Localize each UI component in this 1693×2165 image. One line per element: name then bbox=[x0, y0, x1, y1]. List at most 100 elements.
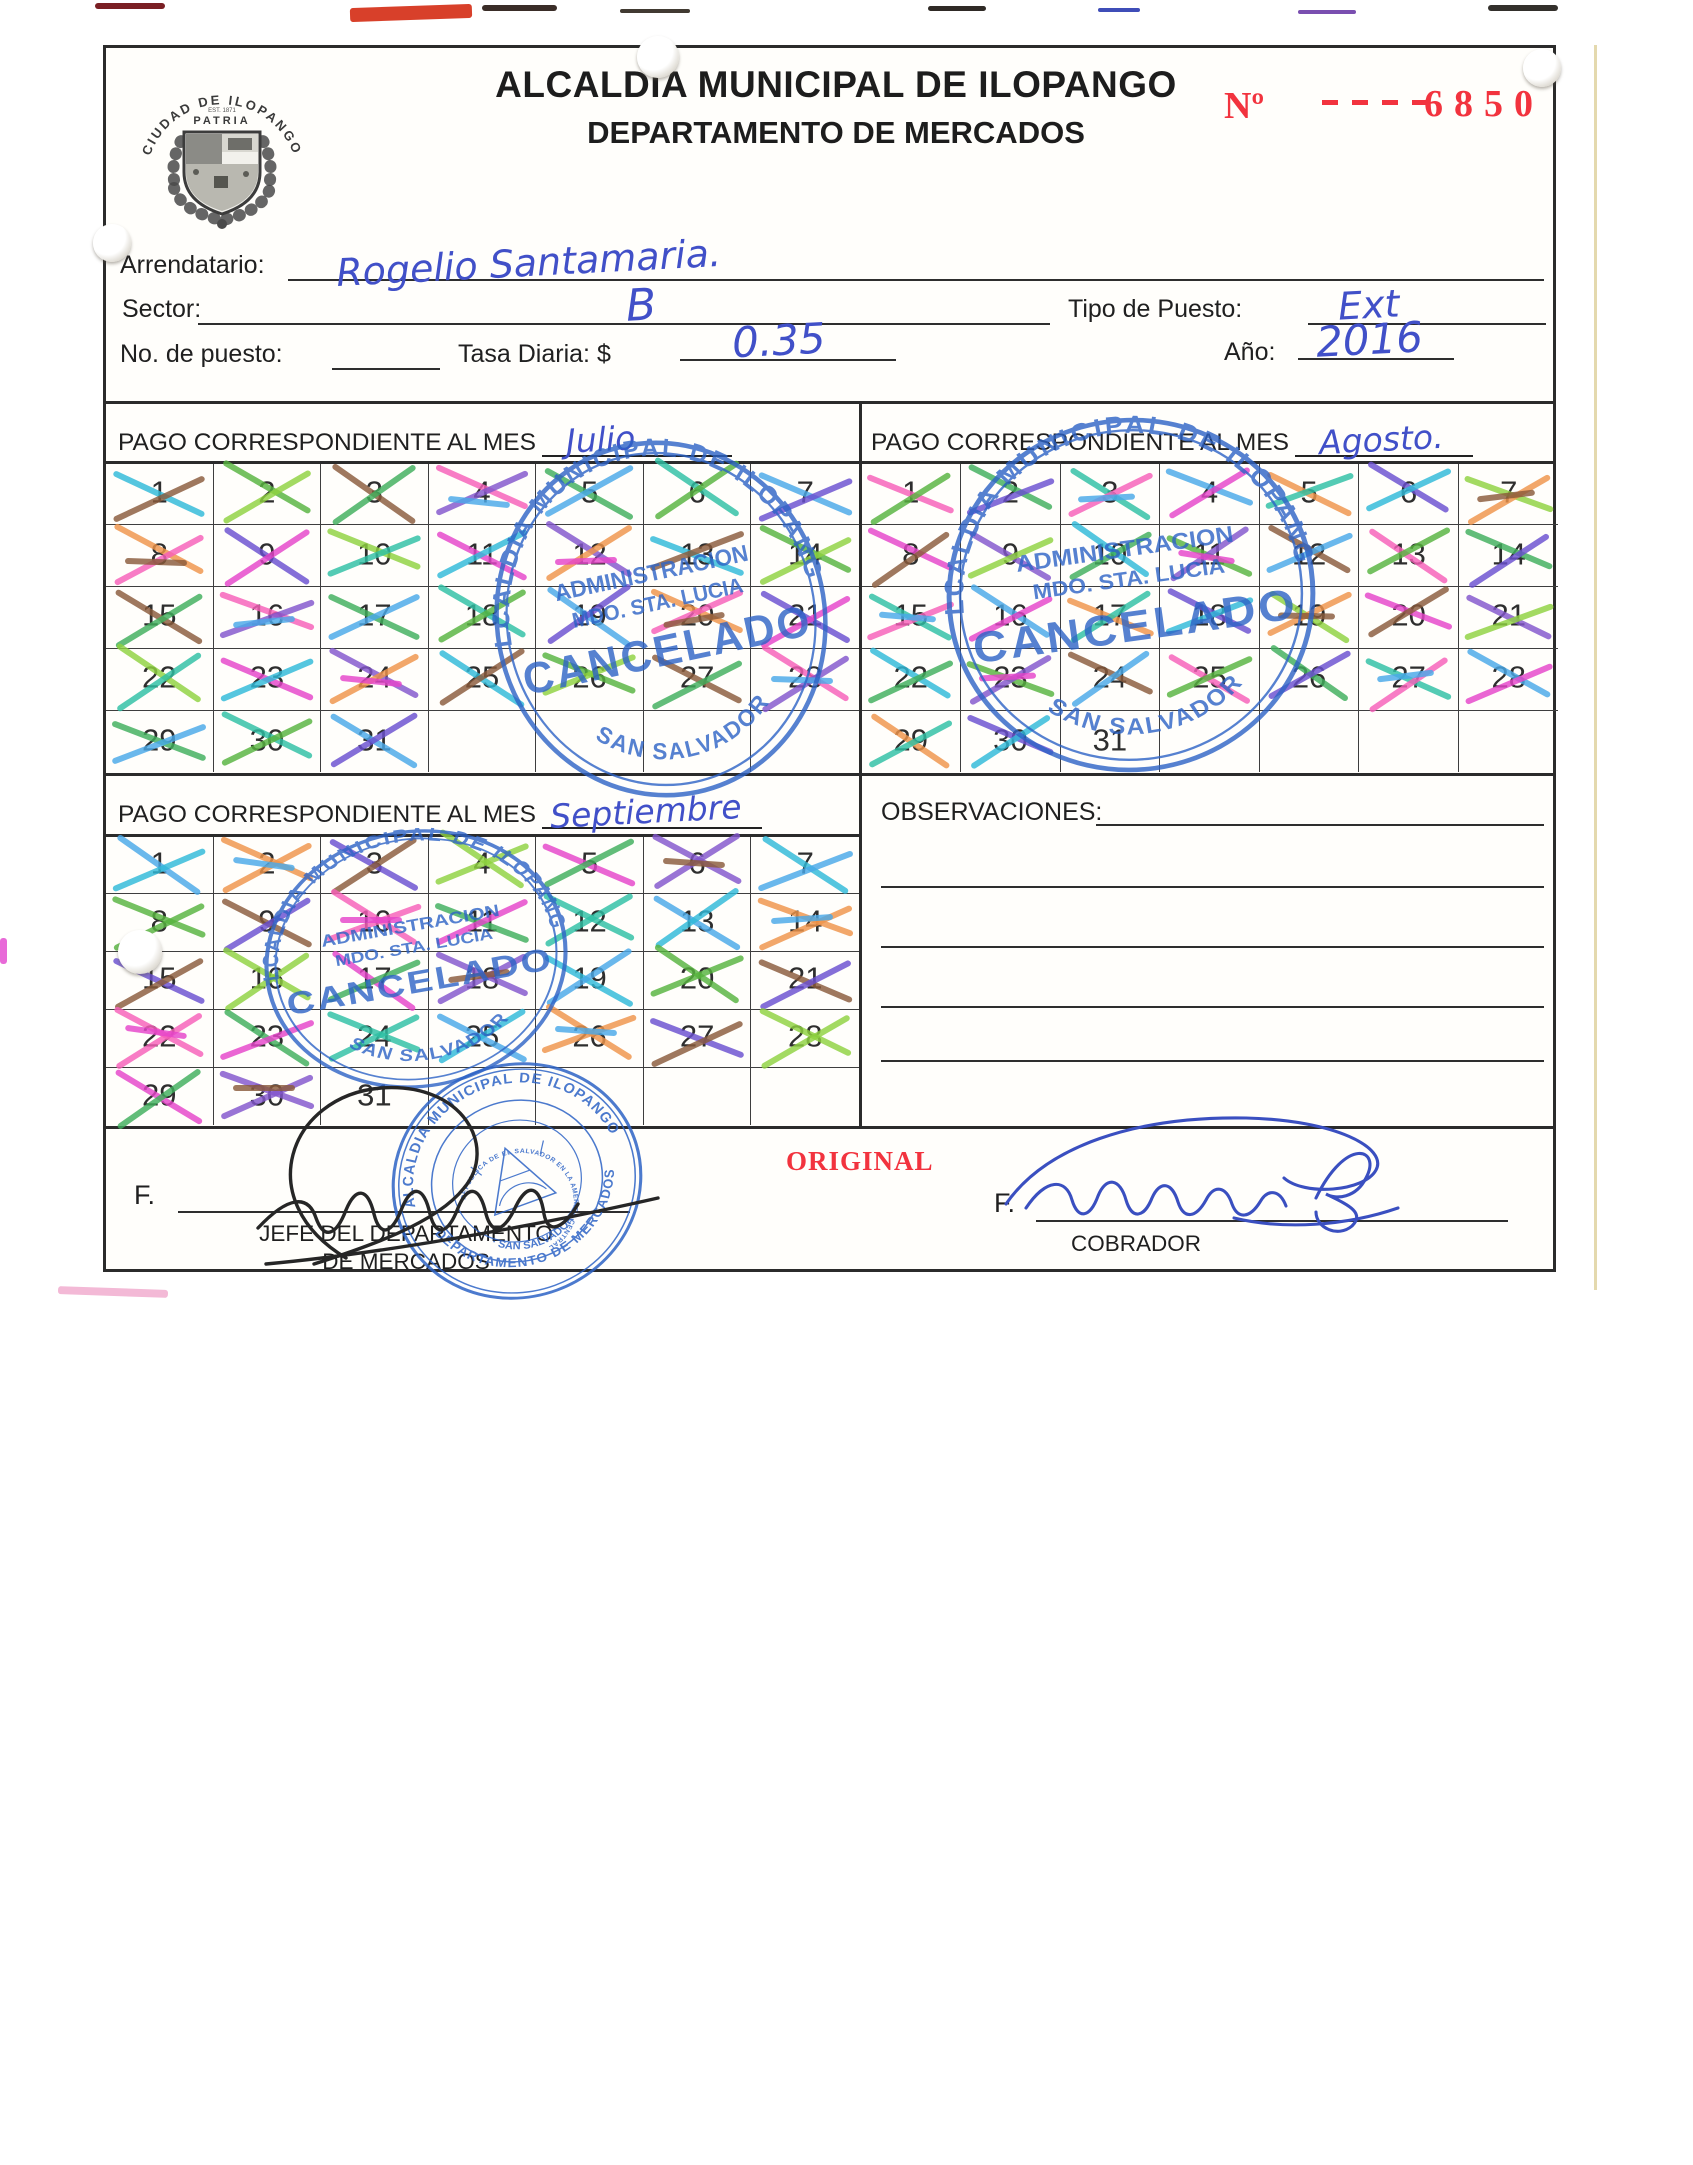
receipt-card: CIUDAD DE ILOPANGO EST. 1871 PATRIA ALCA… bbox=[103, 45, 1559, 1300]
day-cell bbox=[429, 1067, 537, 1126]
day-cell: 18 bbox=[428, 583, 537, 649]
day-cell: 3 bbox=[321, 462, 429, 526]
scan-artifact bbox=[0, 938, 7, 964]
scan-artifact bbox=[928, 6, 986, 11]
scan-artifact bbox=[349, 3, 473, 23]
arrendatario-label: Arrendatario: bbox=[120, 251, 265, 279]
day-cell: 20 bbox=[1359, 585, 1459, 649]
day-cell: 16 bbox=[213, 587, 322, 649]
receipt-number-dashes bbox=[1322, 100, 1440, 105]
day-cell: 26 bbox=[1259, 643, 1360, 711]
calendar-header-julio: PAGO CORRESPONDIENTE AL MES Julio bbox=[118, 407, 848, 461]
svg-text:EST. 1871: EST. 1871 bbox=[208, 108, 236, 114]
day-number: 31 bbox=[1092, 722, 1128, 758]
tipo-puesto-label: Tipo de Puesto: bbox=[1068, 295, 1243, 323]
day-cell: 1 bbox=[861, 463, 962, 526]
day-cell: 17 bbox=[321, 587, 429, 649]
pago-mes-label: PAGO CORRESPONDIENTE AL MES bbox=[871, 429, 1289, 456]
page-subtitle: DEPARTAMENTO DE MERCADOS bbox=[587, 115, 1085, 150]
day-cell: 10 bbox=[321, 887, 429, 953]
firma-right-role: COBRADOR bbox=[1070, 1231, 1201, 1256]
punch-hole bbox=[118, 930, 162, 974]
divider bbox=[106, 1126, 1553, 1129]
firma-left-label: F. bbox=[134, 1180, 156, 1210]
scan-artifact bbox=[1298, 10, 1356, 14]
firma-left-line bbox=[178, 1211, 630, 1213]
firma-right-label: F. bbox=[994, 1188, 1016, 1218]
day-cell: 15 bbox=[106, 952, 214, 1011]
day-cell bbox=[751, 711, 859, 773]
calendar-grid-agosto: 1234567891011121314151617181920212223242… bbox=[861, 460, 1559, 773]
day-cell: 12 bbox=[536, 519, 644, 588]
sector-line: B bbox=[198, 275, 1050, 332]
day-cell: 7 bbox=[751, 464, 859, 526]
day-cell: 19 bbox=[536, 947, 644, 1010]
anio-label: Año: bbox=[1224, 338, 1276, 366]
day-cell: 7 bbox=[751, 834, 859, 895]
day-cell: 6 bbox=[1359, 460, 1459, 526]
receipt-number-value: 6850 bbox=[1424, 83, 1544, 125]
document-header: ALCALDIA MUNICIPAL DE ILOPANGO DEPARTAME… bbox=[396, 64, 1276, 151]
day-cell bbox=[1160, 710, 1260, 773]
month-value-agosto: Agosto. bbox=[1318, 416, 1445, 463]
calendar-header-agosto: PAGO CORRESPONDIENTE AL MES Agosto. bbox=[871, 407, 1553, 462]
day-cell: 22 bbox=[106, 1005, 214, 1070]
day-cell: 2 bbox=[961, 463, 1061, 526]
month-line: Agosto. bbox=[1294, 417, 1473, 462]
day-cell: 30 bbox=[214, 1067, 322, 1126]
day-cell: 2 bbox=[213, 835, 322, 895]
month-line: Julio bbox=[541, 418, 732, 461]
paper-edge bbox=[1594, 45, 1597, 1290]
day-cell: 14 bbox=[1458, 525, 1559, 589]
day-cell: 17 bbox=[1060, 587, 1161, 649]
day-cell: 9 bbox=[961, 525, 1061, 588]
observaciones-line bbox=[881, 1006, 1544, 1008]
day-cell bbox=[429, 710, 537, 773]
calendar-grid-septiembre: 1234567891011121314151617181920212223242… bbox=[106, 828, 859, 1130]
day-cell: 1 bbox=[106, 463, 214, 526]
day-cell: 13 bbox=[643, 887, 752, 953]
day-cell: 23 bbox=[213, 648, 322, 711]
firma-right-line bbox=[1036, 1220, 1508, 1222]
day-cell: 24 bbox=[321, 1009, 429, 1068]
day-cell: 29 bbox=[106, 1067, 214, 1130]
month-line: Septiembre bbox=[541, 787, 762, 836]
day-cell: 9 bbox=[213, 525, 322, 588]
day-cell: 11 bbox=[1160, 525, 1260, 588]
punch-hole bbox=[1523, 49, 1561, 87]
day-cell: 20 bbox=[643, 943, 752, 1010]
day-cell: 10 bbox=[321, 525, 429, 588]
day-cell: 5 bbox=[536, 836, 644, 895]
day-cell: 25 bbox=[428, 1007, 537, 1068]
day-cell bbox=[1260, 710, 1360, 773]
day-cell: 5 bbox=[1259, 463, 1360, 526]
day-cell: 1 bbox=[106, 833, 214, 896]
calendar-grid-julio: 1234567891011121314151617181920212223242… bbox=[106, 456, 859, 773]
day-cell: 3 bbox=[321, 836, 429, 896]
day-cell bbox=[536, 1067, 644, 1126]
day-cell: 5 bbox=[536, 463, 644, 526]
day-cell bbox=[1359, 710, 1459, 773]
month-value-septiembre: Septiembre bbox=[549, 787, 743, 836]
tasa-diaria-line: 0.35 bbox=[680, 311, 896, 367]
page-title: ALCALDIA MUNICIPAL DE ILOPANGO bbox=[495, 64, 1177, 105]
receipt-number-label: Nº bbox=[1224, 85, 1264, 127]
divider bbox=[106, 401, 1553, 404]
day-cell bbox=[1459, 711, 1559, 773]
arrendatario-line: Rogelio Santamaria. bbox=[288, 231, 1544, 295]
day-cell: 24 bbox=[321, 646, 429, 711]
x-mark-stroke bbox=[232, 1085, 295, 1091]
day-cell: 4 bbox=[428, 463, 537, 526]
day-cell: 21 bbox=[751, 587, 859, 649]
day-cell: 25 bbox=[1160, 648, 1260, 711]
original-label: ORIGINAL bbox=[786, 1146, 934, 1176]
signature-cobrador bbox=[1004, 1116, 1400, 1233]
day-cell: 16 bbox=[213, 946, 322, 1013]
day-cell: 4 bbox=[1160, 463, 1260, 526]
sector-value: B bbox=[624, 279, 658, 332]
day-cell: 16 bbox=[961, 582, 1061, 649]
day-cell: 22 bbox=[861, 646, 962, 711]
day-cell: 11 bbox=[428, 525, 537, 588]
day-cell: 15 bbox=[861, 587, 962, 649]
